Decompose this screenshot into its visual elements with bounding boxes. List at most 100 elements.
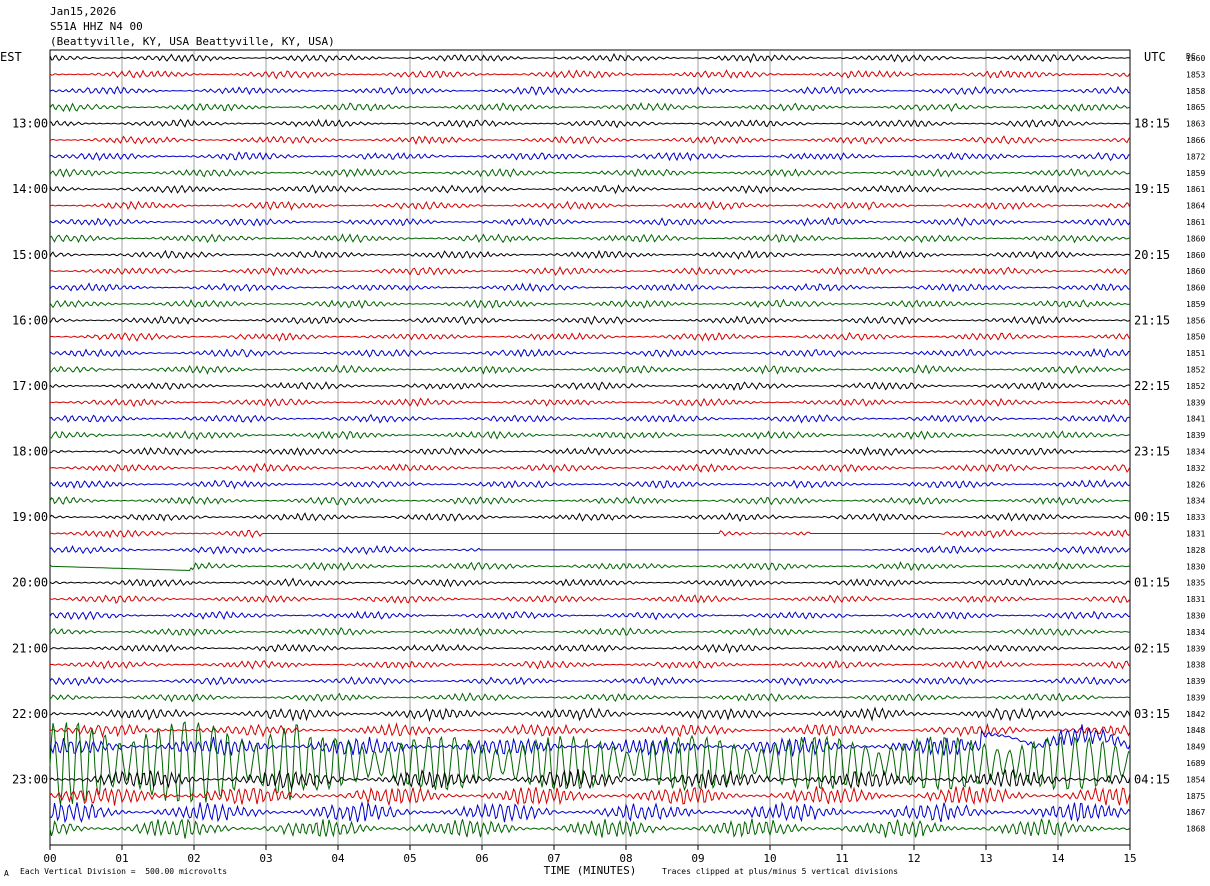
seismic-trace (49, 721, 1131, 739)
utc-hour-label: 20:15 (1134, 248, 1170, 262)
x-axis-label: TIME (MINUTES) (544, 864, 637, 877)
seismic-trace (49, 282, 1131, 293)
utc-zone-label: UTC (1144, 50, 1166, 64)
seismic-trace (49, 266, 1131, 277)
clip-note: Traces clipped at plus/minus 5 vertical … (662, 867, 899, 876)
seismic-trace (49, 446, 1131, 457)
est-hour-label: 21:00 (12, 641, 48, 655)
trace-dc-value: 1872 (1186, 152, 1205, 161)
x-tick-label: 04 (331, 852, 345, 865)
seismic-trace (49, 479, 1131, 490)
est-hour-label: 13:00 (12, 117, 48, 131)
trace-dc-value: 1833 (1186, 513, 1205, 522)
x-tick-label: 01 (115, 852, 128, 865)
seismic-trace (49, 462, 1131, 474)
seismic-trace (49, 364, 1131, 375)
x-tick-label: 05 (403, 852, 416, 865)
utc-hour-label: 04:15 (1134, 772, 1170, 786)
utc-hour-label: 23:15 (1134, 445, 1170, 459)
x-tick-label: 06 (475, 852, 488, 865)
trace-dc-value: 1861 (1186, 185, 1205, 194)
x-tick-label: 14 (1051, 852, 1065, 865)
seismic-trace (49, 721, 1131, 805)
trace-dc-value: 1856 (1186, 316, 1205, 325)
x-tick-label: 00 (43, 852, 56, 865)
seismic-trace (49, 512, 1131, 522)
trace-dc-value: 1868 (1186, 825, 1205, 834)
station-id: S51A HHZ N4 00 (50, 20, 143, 33)
trace-dc-value: 1860 (1186, 284, 1205, 293)
seismic-trace (49, 397, 1131, 408)
trace-dc-value: 1839 (1186, 677, 1205, 686)
trace-dc-value: 1828 (1186, 546, 1205, 555)
x-tick-label: 15 (1123, 852, 1136, 865)
trace-dc-value: 1858 (1186, 87, 1205, 96)
trace-dc-value: 1860 (1186, 251, 1205, 260)
trace-dc-value: 1842 (1186, 710, 1205, 719)
trace-dc-value: 1835 (1186, 579, 1205, 588)
trace-dc-value: 1834 (1186, 497, 1205, 506)
utc-hour-label: 00:15 (1134, 510, 1170, 524)
seismic-trace (49, 786, 1131, 807)
trace-dc-value: 1839 (1186, 693, 1205, 702)
plot-frame (49, 49, 1131, 846)
seismic-trace (49, 331, 1131, 343)
seismic-trace (49, 594, 1131, 604)
seismic-trace (49, 627, 1131, 637)
x-tick-label: 07 (547, 852, 560, 865)
seismic-trace (49, 801, 1131, 824)
trace-dc-value: 1860 (1186, 267, 1205, 276)
est-zone-label: EST (0, 50, 22, 64)
seismic-trace (49, 430, 1131, 441)
seismic-trace (49, 298, 1131, 310)
trace-dc-value: 1850 (1186, 333, 1205, 342)
seismic-trace (49, 706, 1131, 723)
seismic-trace (49, 184, 1131, 195)
trace-dc-value: 1867 (1186, 808, 1205, 817)
est-hour-label: 22:00 (12, 707, 48, 721)
seismic-trace (49, 118, 1131, 129)
trace-dc-value: 1864 (1186, 202, 1205, 211)
seismic-trace (49, 610, 1131, 621)
seismic-trace (49, 544, 1131, 556)
trace-dc-value: 1860 (1186, 54, 1205, 63)
trace-dc-value: 1831 (1186, 529, 1205, 538)
x-tick-label: 10 (763, 852, 776, 865)
seismic-trace (49, 85, 1131, 96)
trace-dc-value: 1875 (1186, 792, 1205, 801)
trace-dc-value: 1841 (1186, 415, 1205, 424)
trace-dc-value: 1865 (1186, 103, 1205, 112)
trace-dc-value: 1831 (1186, 595, 1205, 604)
seismic-trace (49, 561, 1131, 572)
seismic-trace (49, 676, 1131, 687)
utc-hour-label: 03:15 (1134, 707, 1170, 721)
seismic-trace (49, 413, 1131, 424)
seismic-trace (49, 249, 1131, 260)
x-tick-label: 12 (907, 852, 920, 865)
trace-dc-value: 1848 (1186, 726, 1205, 735)
trace-dc-value: 1853 (1186, 70, 1205, 79)
x-tick-label: 08 (619, 852, 632, 865)
seismic-trace (49, 724, 1131, 757)
est-hour-label: 17:00 (12, 379, 48, 393)
est-hour-label: 20:00 (12, 576, 48, 590)
x-tick-label: 11 (835, 852, 848, 865)
seismic-trace (49, 495, 1131, 506)
x-tick-label: 09 (691, 852, 704, 865)
station-location: (Beattyville, KY, USA Beattyville, KY, U… (50, 35, 335, 48)
trace-dc-value: 1839 (1186, 398, 1205, 407)
trace-dc-value: 1834 (1186, 448, 1205, 457)
trace-dc-value: 1689 (1186, 759, 1205, 768)
trace-dc-value: 1838 (1186, 661, 1205, 670)
seismic-trace (49, 69, 1131, 80)
seismic-trace (49, 233, 1131, 244)
x-tick-label: 02 (187, 852, 200, 865)
seismic-trace (49, 102, 1131, 113)
trace-dc-value: 1852 (1186, 366, 1205, 375)
seismic-trace (49, 692, 1131, 703)
seismic-trace (49, 168, 1131, 178)
utc-hour-label: 22:15 (1134, 379, 1170, 393)
seismic-trace (49, 315, 1131, 326)
seismic-trace (49, 135, 1131, 146)
